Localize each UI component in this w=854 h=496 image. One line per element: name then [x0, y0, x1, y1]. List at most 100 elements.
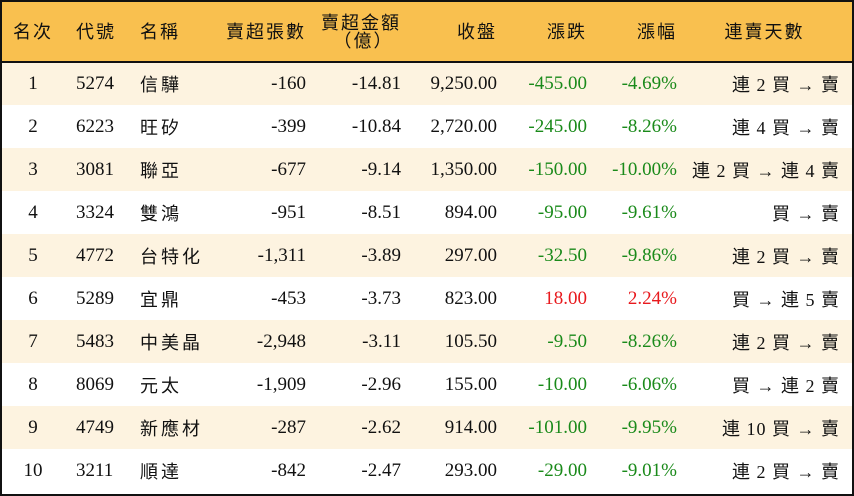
table-row: 10 3211 順達 -842 -2.47 293.00 -29.00 -9.0…: [2, 449, 852, 492]
table-row: 2 6223 旺矽 -399 -10.84 2,720.00 -245.00 -…: [2, 105, 852, 148]
cell-streak: 連 2 買 → 賣: [732, 75, 840, 95]
cell-net-sell-amount: -9.14: [361, 158, 401, 180]
cell-name: 旺矽: [140, 117, 182, 138]
cell-change: 18.00: [544, 287, 587, 309]
cell-rank: 4: [28, 201, 38, 223]
cell-streak: 連 2 買 → 賣: [732, 461, 840, 482]
cell-net-sell-amount: -2.62: [361, 416, 401, 438]
cell-streak: 連 2 買 → 賣: [732, 246, 840, 267]
cell-name: 新應材: [140, 418, 203, 439]
table-row: 6 5289 宜鼎 -453 -3.73 823.00 18.00 2.24% …: [2, 277, 852, 320]
cell-net-sell-amount: -8.51: [361, 201, 401, 223]
cell-change-pct: -8.26%: [621, 330, 677, 352]
cell-change-pct: -6.06%: [621, 373, 677, 395]
cell-close: 1,350.00: [430, 158, 498, 180]
cell-code: 8069: [76, 373, 114, 395]
cell-net-sell-amount: -2.47: [361, 459, 401, 481]
header-streak: 連賣天數: [677, 2, 852, 63]
header-close: 收盤: [401, 2, 497, 63]
table-row: 9 4749 新應材 -287 -2.62 914.00 -101.00 -9.…: [2, 406, 852, 449]
cell-net-sell-amount: -10.84: [351, 115, 401, 137]
cell-net-sell-lots: -2,948: [256, 330, 306, 352]
cell-change-pct: -8.26%: [621, 115, 677, 137]
cell-net-sell-lots: -951: [271, 201, 306, 223]
cell-change-pct: -9.86%: [621, 244, 677, 266]
cell-rank: 7: [28, 330, 38, 352]
cell-close: 105.50: [444, 330, 497, 352]
cell-code: 6223: [76, 115, 114, 137]
header-net-sell-amount: 賣超金額 （億）: [306, 2, 401, 63]
cell-name: 台特化: [140, 246, 203, 267]
table-row: 1 5274 信驊 -160 -14.81 9,250.00 -455.00 -…: [2, 62, 852, 105]
cell-change: -455.00: [528, 73, 587, 94]
cell-change-pct: -4.69%: [621, 73, 677, 94]
cell-change: -29.00: [537, 459, 587, 481]
cell-change-pct: -9.01%: [621, 459, 677, 481]
cell-name: 元太: [140, 375, 182, 396]
cell-change: -32.50: [537, 244, 587, 266]
cell-streak: 連 10 買 → 賣: [722, 418, 840, 439]
cell-close: 823.00: [444, 287, 497, 309]
table-header-row: 名次 代號 名稱 賣超張數 賣超金額 （億） 收盤 漲跌 漲幅 連賣天數: [2, 2, 852, 63]
header-net-sell-amount-line1: 賣超金額: [321, 12, 401, 33]
table-row: 3 3081 聯亞 -677 -9.14 1,350.00 -150.00 -1…: [2, 148, 852, 191]
cell-net-sell-lots: -399: [271, 115, 306, 137]
cell-streak: 連 2 買 → 賣: [732, 332, 840, 353]
cell-change: -95.00: [537, 201, 587, 223]
header-net-sell-lots: 賣超張數: [224, 2, 306, 63]
cell-code: 4772: [76, 244, 114, 266]
cell-streak: 連 4 買 → 賣: [732, 117, 840, 138]
cell-name: 聯亞: [140, 160, 182, 181]
cell-net-sell-lots: -160: [271, 73, 306, 94]
cell-rank: 9: [28, 416, 38, 438]
cell-net-sell-amount: -3.73: [361, 287, 401, 309]
cell-change-pct: 2.24%: [627, 287, 677, 309]
cell-code: 4749: [76, 416, 114, 438]
cell-net-sell-lots: -1,909: [256, 373, 306, 395]
cell-code: 5483: [76, 330, 114, 352]
cell-code: 3324: [76, 201, 114, 223]
cell-name: 雙鴻: [140, 203, 182, 224]
cell-code: 5289: [76, 287, 114, 309]
table-row: 5 4772 台特化 -1,311 -3.89 297.00 -32.50 -9…: [2, 234, 852, 277]
cell-change-pct: -9.95%: [621, 416, 677, 438]
cell-rank: 1: [28, 73, 38, 94]
cell-change: -10.00: [537, 373, 587, 395]
cell-change: -245.00: [528, 115, 587, 137]
cell-streak: 買 → 連 2 賣: [732, 375, 840, 396]
header-change: 漲跌: [497, 2, 587, 63]
cell-change-pct: -10.00%: [612, 158, 677, 180]
cell-change: -101.00: [528, 416, 587, 438]
table-row: 4 3324 雙鴻 -951 -8.51 894.00 -95.00 -9.61…: [2, 191, 852, 234]
cell-net-sell-lots: -842: [271, 459, 306, 481]
cell-code: 5274: [76, 73, 114, 94]
header-change-pct: 漲幅: [587, 2, 677, 63]
cell-close: 155.00: [444, 373, 497, 395]
cell-close: 2,720.00: [430, 115, 498, 137]
cell-close: 9,250.00: [430, 73, 498, 94]
cell-net-sell-lots: -1,311: [257, 244, 306, 266]
cell-close: 293.00: [444, 459, 497, 481]
cell-rank: 2: [28, 115, 38, 137]
cell-streak: 買 → 賣: [772, 203, 840, 224]
cell-net-sell-lots: -287: [271, 416, 306, 438]
cell-rank: 8: [28, 373, 38, 395]
cell-streak: 連 2 買 → 連 4 賣: [692, 160, 840, 181]
header-name: 名稱: [134, 2, 224, 63]
table-row: 7 5483 中美晶 -2,948 -3.11 105.50 -9.50 -8.…: [2, 320, 852, 363]
cell-net-sell-amount: -3.89: [361, 244, 401, 266]
cell-rank: 10: [23, 459, 43, 481]
cell-close: 914.00: [444, 416, 497, 438]
cell-rank: 3: [28, 158, 38, 180]
cell-close: 297.00: [444, 244, 497, 266]
cell-change: -9.50: [547, 330, 587, 352]
cell-net-sell-amount: -2.96: [361, 373, 401, 395]
header-net-sell-amount-line2: （億）: [333, 30, 394, 51]
cell-change-pct: -9.61%: [621, 201, 677, 223]
cell-close: 894.00: [444, 201, 497, 223]
table-row: 8 8069 元太 -1,909 -2.96 155.00 -10.00 -6.…: [2, 363, 852, 406]
cell-net-sell-amount: -3.11: [362, 330, 401, 352]
cell-name: 信驊: [140, 75, 182, 95]
